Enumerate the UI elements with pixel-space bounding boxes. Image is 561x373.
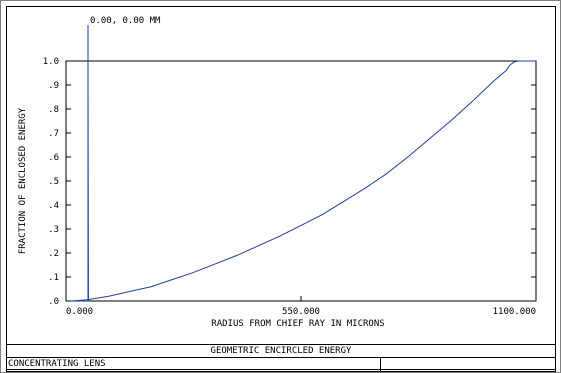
- y-tick-label: .8: [48, 105, 59, 115]
- plot-footer: GEOMETRIC ENCIRCLED ENERGY CONCENTRATING…: [6, 344, 556, 372]
- y-axis-label: FRACTION OF ENCLOSED ENERGY: [18, 107, 28, 254]
- footer-title: GEOMETRIC ENCIRCLED ENERGY: [210, 346, 352, 356]
- plot-frame: [6, 6, 556, 372]
- field-position-label: 0.00, 0.00 MM: [90, 16, 161, 26]
- lens-label: CONCENTRATING LENS: [8, 359, 106, 369]
- y-tick-label: .5: [48, 177, 59, 187]
- footer-lens-row: CONCENTRATING LENS: [6, 357, 556, 371]
- x-tick-label: 1100.000: [493, 307, 536, 317]
- x-tick-label: 0.000: [66, 307, 93, 317]
- y-tick-label: .6: [48, 153, 59, 163]
- plot-area: [65, 60, 537, 302]
- footer-title-row: GEOMETRIC ENCIRCLED ENERGY: [6, 344, 556, 357]
- y-tick-label: .0: [48, 297, 59, 307]
- encircled-energy-curve: [71, 60, 536, 302]
- footer-divider: [380, 358, 381, 371]
- y-tick-label: .9: [48, 81, 59, 91]
- x-axis-label: RADIUS FROM CHIEF RAY IN MICRONS: [211, 319, 384, 329]
- y-tick-label: .2: [48, 249, 59, 259]
- y-tick-label: .4: [48, 201, 59, 211]
- y-tick-label: .1: [48, 273, 59, 283]
- x-tick-label: 550.000: [282, 307, 320, 317]
- y-tick-label: .7: [48, 129, 59, 139]
- y-tick-label: 1.0: [43, 57, 59, 67]
- encircled-energy-chart: 0.00, 0.00 MM RADIUS FROM CHIEF RAY IN M…: [18, 16, 537, 329]
- y-tick-label: .3: [48, 225, 59, 235]
